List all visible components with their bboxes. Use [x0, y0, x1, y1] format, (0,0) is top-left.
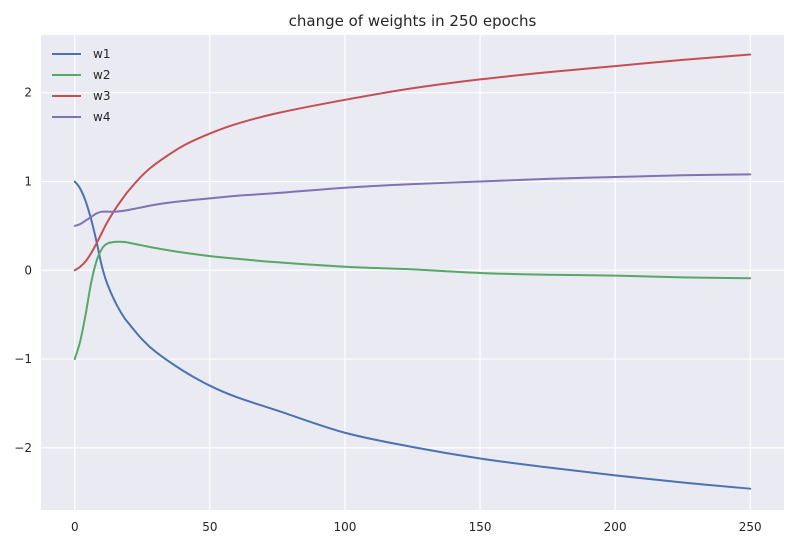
y-tick-label: −2 — [14, 441, 32, 455]
x-tick-label: 200 — [604, 520, 627, 534]
plot-area — [41, 35, 784, 510]
y-tick-label: −1 — [14, 352, 32, 366]
series-lines — [73, 53, 752, 490]
series-line-w1 — [73, 180, 752, 490]
x-tick-label: 50 — [202, 520, 217, 534]
tick-labels: 0 50 100 150 200 250 −2 −1 0 1 2 — [14, 86, 761, 534]
y-tick-label: 1 — [24, 174, 32, 188]
legend-label-w1: w1 — [93, 47, 110, 61]
legend-label-w4: w4 — [93, 110, 110, 124]
series-line-w3 — [73, 53, 752, 272]
legend-label-w3: w3 — [93, 89, 110, 103]
x-tick-label: 250 — [739, 520, 762, 534]
y-tick-label: 2 — [24, 86, 32, 100]
series-line-w2 — [73, 240, 752, 361]
x-tick-label: 150 — [469, 520, 492, 534]
series-line-w4 — [73, 173, 752, 227]
x-tick-label: 0 — [71, 520, 79, 534]
y-tick-label: 0 — [24, 263, 32, 277]
legend-label-w2: w2 — [93, 68, 110, 82]
legend: w1 w2 w3 w4 — [52, 47, 110, 124]
x-tick-label: 100 — [334, 520, 357, 534]
chart-title: change of weights in 250 epochs — [289, 12, 537, 30]
